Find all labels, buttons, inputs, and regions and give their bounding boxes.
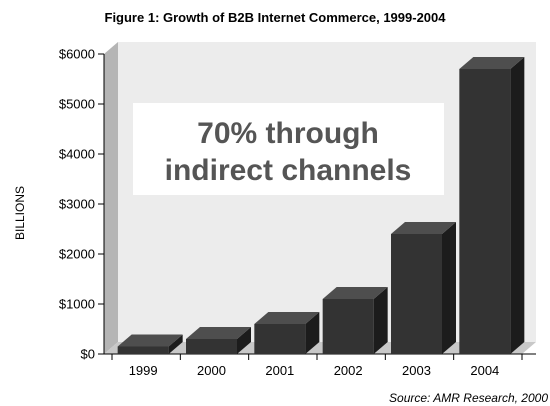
bar-side: [510, 57, 525, 354]
annotation-background: [133, 103, 444, 195]
bar-top: [254, 312, 320, 324]
annotation-box: 70% through indirect channels: [133, 103, 444, 195]
bar-front: [459, 69, 511, 354]
bar-2003: [391, 222, 456, 354]
x-axis-ticks: 1999 2000 2001 2002 2003 2004: [111, 354, 523, 378]
bar-side: [168, 334, 183, 354]
bar-side: [442, 222, 456, 354]
bar-side: [305, 312, 320, 354]
y-tick-label: $5000: [59, 97, 95, 112]
bar-2000: [186, 327, 251, 354]
x-tick-label: 1999: [129, 363, 158, 378]
bar-side: [373, 287, 388, 354]
bar-2001: [254, 312, 320, 354]
bar-top: [391, 222, 456, 234]
bars: [117, 57, 525, 354]
y-tick-label: $1000: [59, 297, 95, 312]
y-axis-label: BILLIONS: [13, 186, 27, 240]
annotation-line-2: indirect channels: [165, 154, 412, 187]
bar-2004: [459, 57, 525, 354]
bar-front: [117, 346, 169, 354]
y-tick-label: $6000: [59, 47, 95, 62]
x-tick-label: 2001: [265, 363, 294, 378]
bar-side: [237, 327, 251, 354]
bar-top: [117, 334, 183, 347]
x-tick-label: 2004: [470, 363, 499, 378]
bar-top: [186, 327, 251, 339]
y-tick-label: $2000: [59, 247, 95, 262]
y-tick-label: $4000: [59, 147, 95, 162]
bar-front: [186, 339, 237, 354]
bar-2002: [322, 287, 388, 354]
source-note: Source: AMR Research, 2000: [389, 391, 548, 405]
x-tick-label: 2003: [402, 363, 431, 378]
chart-title: Figure 1: Growth of B2B Internet Commerc…: [105, 10, 447, 25]
bar-front: [391, 234, 442, 354]
bar-top: [322, 287, 388, 299]
x-tick-label: 2002: [334, 363, 363, 378]
chart-side-wall: [104, 42, 118, 354]
x-tick-label: 2000: [197, 363, 226, 378]
y-tick-label: $3000: [59, 197, 95, 212]
annotation-line-1: 70% through: [197, 117, 379, 150]
y-axis-ticks: $0 $1000 $2000 $3000 $4000 $5000 $6000: [59, 47, 104, 362]
bar-front: [254, 324, 306, 354]
bar-top: [459, 57, 525, 69]
bar-1999: [117, 334, 183, 354]
y-tick-label: $0: [81, 347, 95, 362]
bar-front: [322, 299, 374, 354]
